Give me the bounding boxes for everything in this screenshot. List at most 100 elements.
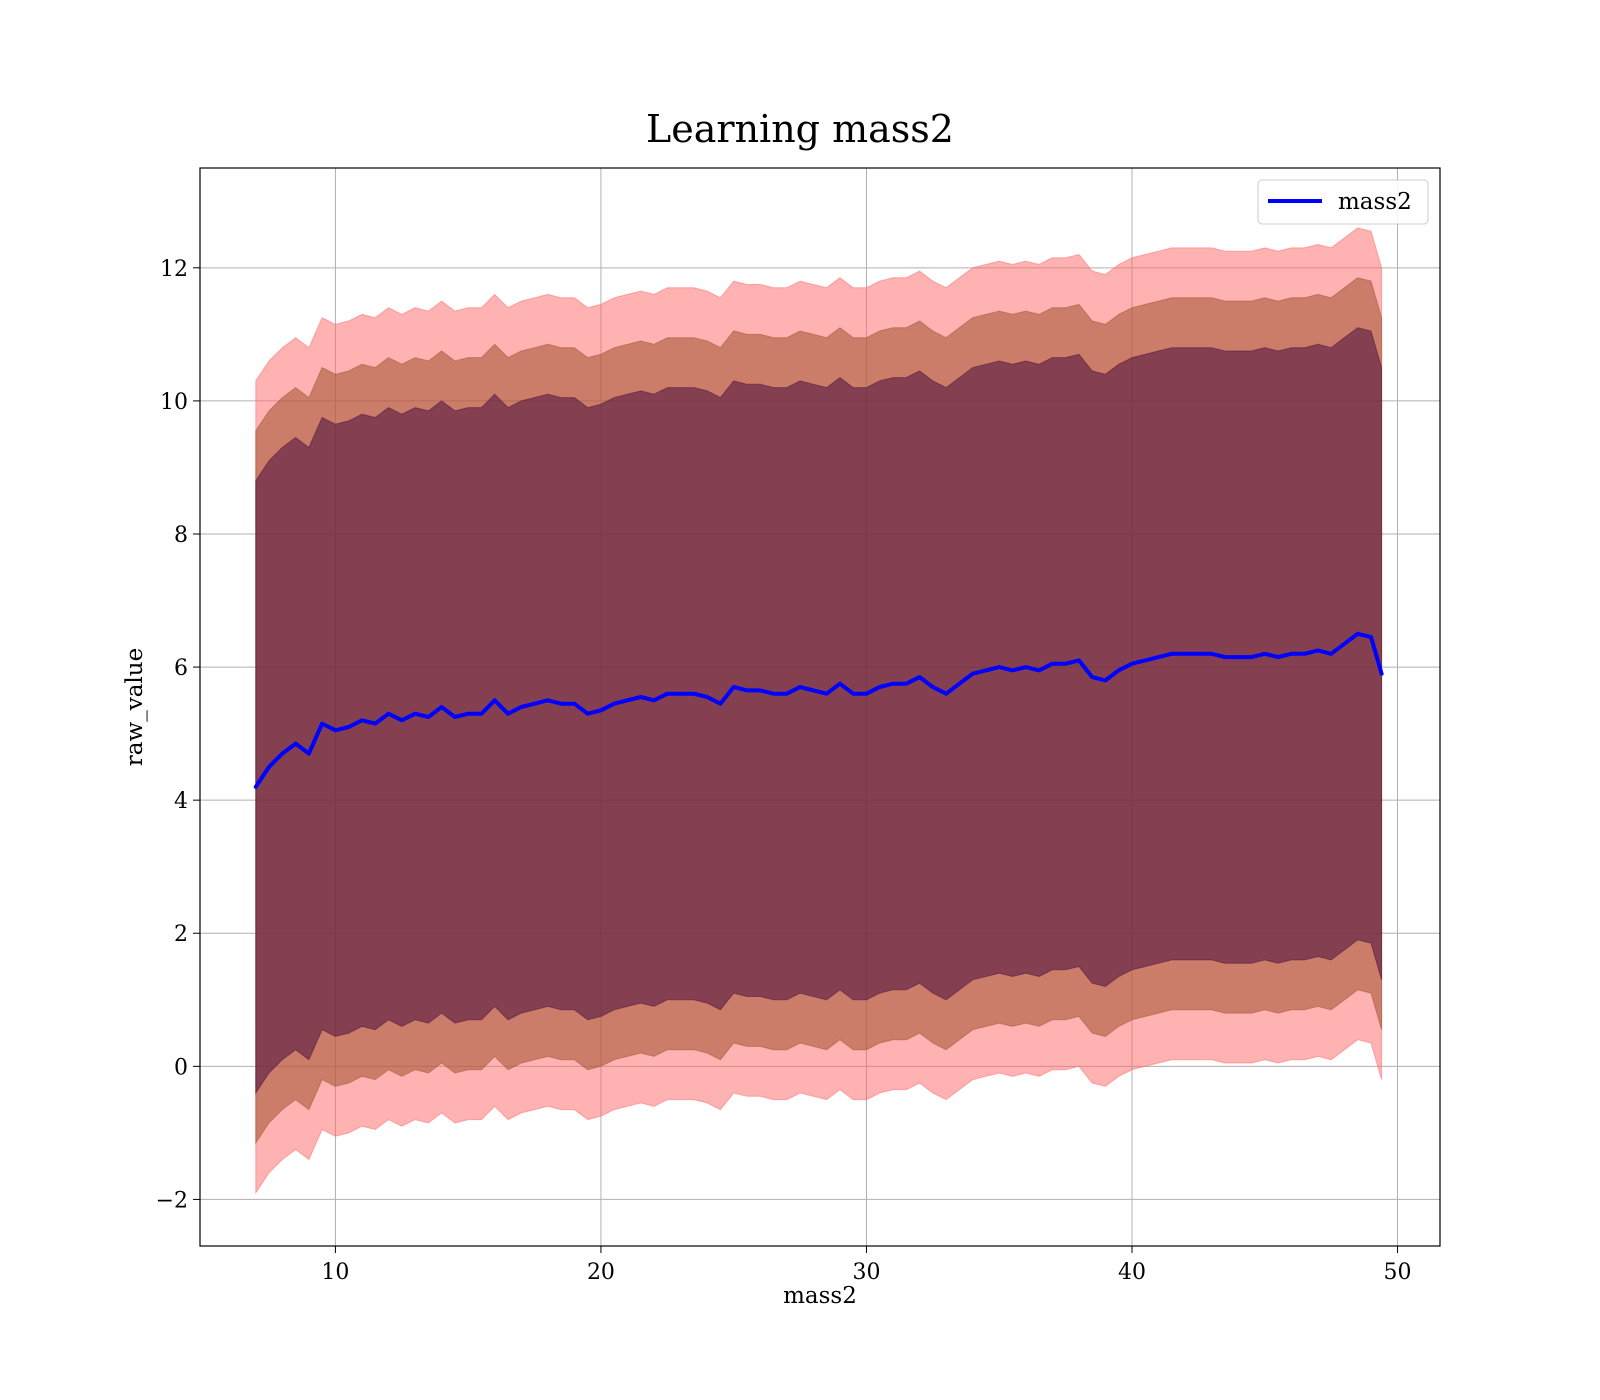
data-point	[267, 765, 271, 769]
data-point	[679, 692, 683, 696]
data-point	[692, 692, 696, 696]
data-point	[572, 702, 577, 706]
data-point	[559, 702, 563, 706]
data-point	[904, 682, 908, 686]
data-point	[280, 752, 284, 756]
data-point	[732, 685, 736, 689]
data-point	[851, 692, 855, 696]
data-point	[599, 708, 603, 712]
data-point	[625, 698, 630, 702]
y-tick-label: 0	[174, 1055, 188, 1080]
data-point	[718, 702, 723, 706]
data-point	[1170, 652, 1174, 656]
y-tick-label: −2	[156, 1188, 188, 1213]
x-tick-label: 40	[1118, 1260, 1146, 1285]
data-point	[1380, 672, 1384, 676]
data-point	[825, 692, 829, 696]
data-point	[466, 712, 470, 716]
data-point	[1249, 655, 1254, 659]
data-point	[519, 705, 523, 709]
data-point	[1130, 662, 1134, 666]
data-point	[745, 688, 749, 693]
data-point	[320, 722, 324, 726]
data-point	[758, 688, 762, 693]
data-point	[347, 725, 351, 729]
data-point	[373, 722, 377, 726]
data-point	[1329, 652, 1333, 656]
data-point	[1196, 652, 1200, 656]
data-point	[1183, 652, 1187, 656]
data-point	[546, 698, 550, 702]
data-point	[612, 702, 616, 706]
data-point	[798, 685, 802, 689]
data-point	[984, 668, 988, 673]
y-tick-label: 12	[160, 257, 188, 282]
data-point	[386, 712, 391, 716]
data-point	[333, 728, 337, 732]
y-axis-label: raw_value	[122, 648, 148, 766]
y-tick-label: 8	[174, 523, 188, 548]
data-point	[1103, 678, 1107, 683]
data-point	[1037, 668, 1041, 673]
data-point	[1090, 675, 1094, 679]
data-point	[440, 705, 444, 709]
data-point	[652, 698, 656, 702]
data-point	[360, 718, 364, 722]
data-point	[811, 688, 816, 693]
data-point	[1236, 655, 1240, 659]
data-point	[785, 692, 789, 696]
data-point	[1117, 668, 1121, 673]
data-point	[479, 712, 484, 716]
data-point	[453, 715, 457, 719]
line-layer	[253, 631, 1384, 789]
data-point	[400, 718, 404, 722]
plot-frame	[199, 167, 1441, 1247]
data-point	[1276, 655, 1280, 659]
data-point	[1010, 668, 1015, 673]
data-point	[1156, 655, 1161, 659]
data-point	[1342, 642, 1346, 646]
legend-entry-mass2: mass2	[1338, 189, 1412, 215]
x-tick-label: 10	[321, 1260, 349, 1285]
data-point	[997, 665, 1001, 669]
data-point	[1289, 652, 1293, 656]
series-line-mass2	[253, 631, 1384, 789]
y-tick-label: 6	[174, 656, 188, 681]
data-point	[1210, 652, 1214, 656]
y-tick-label: 4	[174, 789, 188, 814]
data-point	[1369, 635, 1373, 639]
data-point	[918, 675, 922, 679]
legend: mass2	[1257, 179, 1429, 225]
data-point	[639, 695, 643, 699]
data-point	[254, 785, 258, 789]
data-point	[1223, 655, 1227, 659]
data-point	[864, 692, 869, 696]
data-point	[1024, 665, 1028, 669]
data-point	[1356, 632, 1360, 636]
data-point	[878, 685, 882, 689]
data-point	[294, 742, 298, 746]
band-layer	[255, 227, 1383, 1195]
data-point	[957, 682, 962, 686]
data-point	[1303, 652, 1307, 656]
data-point	[931, 685, 935, 689]
y-tick-label: 10	[160, 390, 188, 415]
data-point	[771, 692, 776, 696]
data-point	[971, 672, 975, 676]
data-point	[891, 682, 895, 686]
data-point	[665, 692, 669, 696]
legend-box	[1257, 179, 1429, 225]
x-axis-label: mass2	[783, 1283, 857, 1309]
x-tick-label: 20	[587, 1260, 615, 1285]
data-point	[1077, 658, 1081, 663]
data-point	[307, 752, 311, 756]
data-point	[1263, 652, 1267, 656]
data-point	[413, 712, 417, 716]
data-point	[1064, 662, 1068, 666]
data-point	[493, 698, 497, 702]
data-point	[838, 682, 842, 686]
x-tick-label: 30	[852, 1260, 880, 1285]
data-point	[1050, 662, 1054, 666]
data-point	[1316, 648, 1320, 653]
